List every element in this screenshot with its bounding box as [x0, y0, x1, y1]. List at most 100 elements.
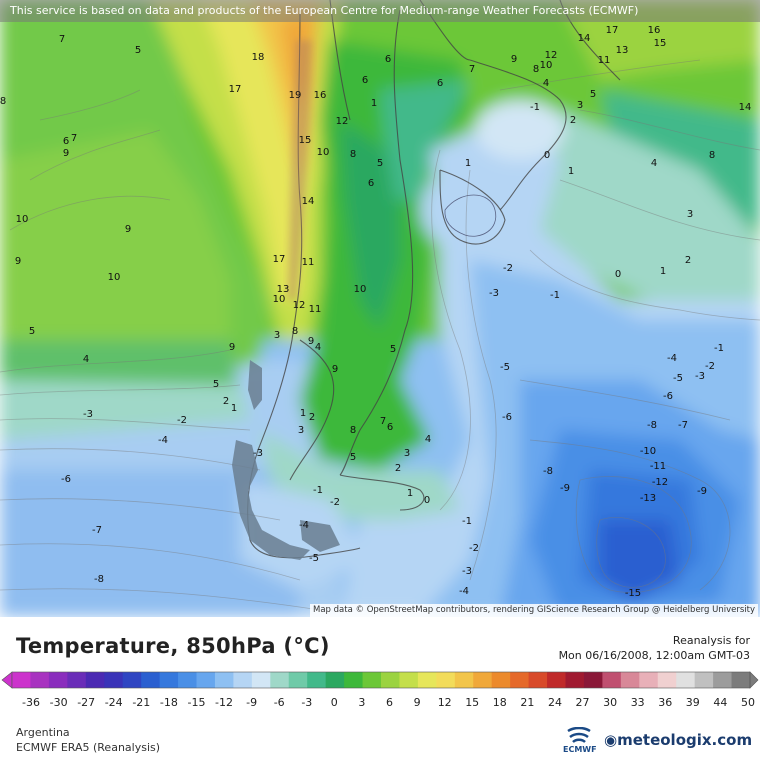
colorbar-tick-label: -18 [159, 696, 178, 709]
contour-label: 1 [407, 488, 413, 499]
colorbar-swatch [510, 672, 530, 688]
colorbar-swatch [178, 672, 197, 688]
colorbar-tick-label: 0 [330, 696, 338, 709]
region-name: Argentina [16, 726, 70, 739]
colorbar-swatch [344, 672, 364, 688]
contour-label: 5 [213, 379, 219, 390]
run-info-label: Reanalysis for [672, 634, 750, 647]
colorbar-swatch [270, 672, 290, 688]
contour-label: 14 [302, 196, 315, 207]
contour-label: 4 [651, 158, 657, 169]
colorbar-swatch [288, 672, 308, 688]
colorbar-arrow-right [749, 671, 759, 689]
run-datetime[interactable]: Mon 06/16/2008, 12:00am GMT-03 [558, 649, 750, 662]
colorbar-swatch [67, 672, 87, 688]
contour-label: 2 [223, 396, 229, 407]
colorbar-swatch [454, 672, 474, 688]
map-attribution[interactable]: Map data © OpenStreetMap contributors, r… [310, 604, 758, 617]
contour-label: 2 [395, 463, 401, 474]
ecmwf-disclaimer-banner: This service is based on data and produc… [0, 0, 760, 22]
contour-label: -3 [253, 448, 263, 459]
contour-label: -4 [158, 435, 168, 446]
colorbar-tick-label: 36 [658, 696, 673, 709]
contour-label: 17 [229, 84, 242, 95]
colorbar-swatch [214, 672, 234, 688]
contour-label: -7 [92, 525, 102, 536]
contour-label: 1 [231, 403, 237, 414]
colorbar-swatch [491, 672, 511, 688]
colorbar-swatch [602, 672, 622, 688]
contour-label: -8 [647, 420, 657, 431]
contour-label: -4 [667, 353, 677, 364]
contour-label: -1 [550, 290, 560, 301]
contour-label: 14 [739, 102, 752, 113]
map-area[interactable]: 7 5 18 17 19 16 6 6 7 9 8 12 10 14 17 16 13 15 11 6 4 5 -1 3 2 14… [0, 0, 760, 617]
colorbar-swatch [85, 672, 105, 688]
colorbar-swatch [657, 672, 677, 688]
contour-label: 6 [385, 54, 391, 65]
meteologix-logo-text: meteologix.com [617, 731, 753, 749]
contour-label: 10 [108, 272, 121, 283]
colorbar-swatch [381, 672, 400, 688]
legend-title: Temperature, 850hPa (°C) [16, 634, 330, 658]
legend-panel [0, 617, 760, 760]
colorbar-swatch [362, 672, 382, 688]
contour-label: 12 [336, 116, 349, 127]
contour-label: -3 [462, 566, 472, 577]
contour-label: 1 [300, 408, 306, 419]
contour-label: -2 [503, 263, 513, 274]
contour-label: 0 [424, 495, 430, 506]
colorbar-tick-label: 39 [685, 696, 700, 709]
contour-label: 1 [371, 98, 377, 109]
colorbar-tick-label: 27 [575, 696, 590, 709]
contour-label: -6 [502, 412, 512, 423]
contour-label: 7 [469, 64, 475, 75]
colorbar-swatch [676, 672, 696, 688]
contour-label: 9 [308, 336, 314, 347]
colorbar-swatch [399, 672, 419, 688]
meteologix-logo[interactable]: ◉meteologix.com [604, 731, 752, 749]
contour-label: 9 [63, 148, 69, 159]
contour-label: 3 [404, 448, 410, 459]
contour-label: 17 [606, 25, 619, 36]
contour-label: 5 [390, 344, 396, 355]
contour-label: 0 [544, 150, 550, 161]
contour-label: 2 [570, 115, 576, 126]
colorbar-swatch [48, 672, 68, 688]
colorbar-tick-label: -6 [273, 696, 285, 709]
colorbar-tick-label: 18 [492, 696, 507, 709]
contour-label: 4 [315, 342, 321, 353]
contour-label: -2 [705, 361, 715, 372]
temperature-field [0, 0, 760, 617]
contour-label: 6 [387, 422, 393, 433]
colorbar-tick-label: 6 [386, 696, 393, 709]
andes-mask [288, 40, 312, 300]
contour-label: 1 [660, 266, 666, 277]
contour-label: 2 [309, 412, 315, 423]
contour-label: -10 [640, 446, 656, 457]
colorbar-tick-label: 33 [630, 696, 645, 709]
contour-label: -2 [330, 497, 340, 508]
contour-label: 9 [332, 364, 338, 375]
colorbar-tick-label: 44 [713, 696, 728, 709]
contour-label: -6 [61, 474, 71, 485]
colorbar-swatch [620, 672, 640, 688]
contour-label: 10 [317, 147, 330, 158]
contour-label: 5 [350, 452, 356, 463]
contour-label: -2 [177, 415, 187, 426]
contour-label: -1 [714, 343, 724, 354]
contour-label: 11 [302, 257, 315, 268]
contour-label: -1 [313, 485, 323, 496]
contour-lines [0, 59, 760, 611]
colorbar-swatch [713, 672, 733, 688]
contour-label: 8 [350, 149, 356, 160]
colorbar-tick-label: -3 [301, 696, 313, 709]
contour-label: 3 [298, 425, 304, 436]
contour-label: 8 [350, 425, 356, 436]
contour-label: 18 [252, 52, 265, 63]
colorbar-swatch [694, 672, 714, 688]
contour-label: 6 [437, 78, 443, 89]
colorbar-swatch [104, 672, 124, 688]
contour-label: -4 [299, 520, 309, 531]
